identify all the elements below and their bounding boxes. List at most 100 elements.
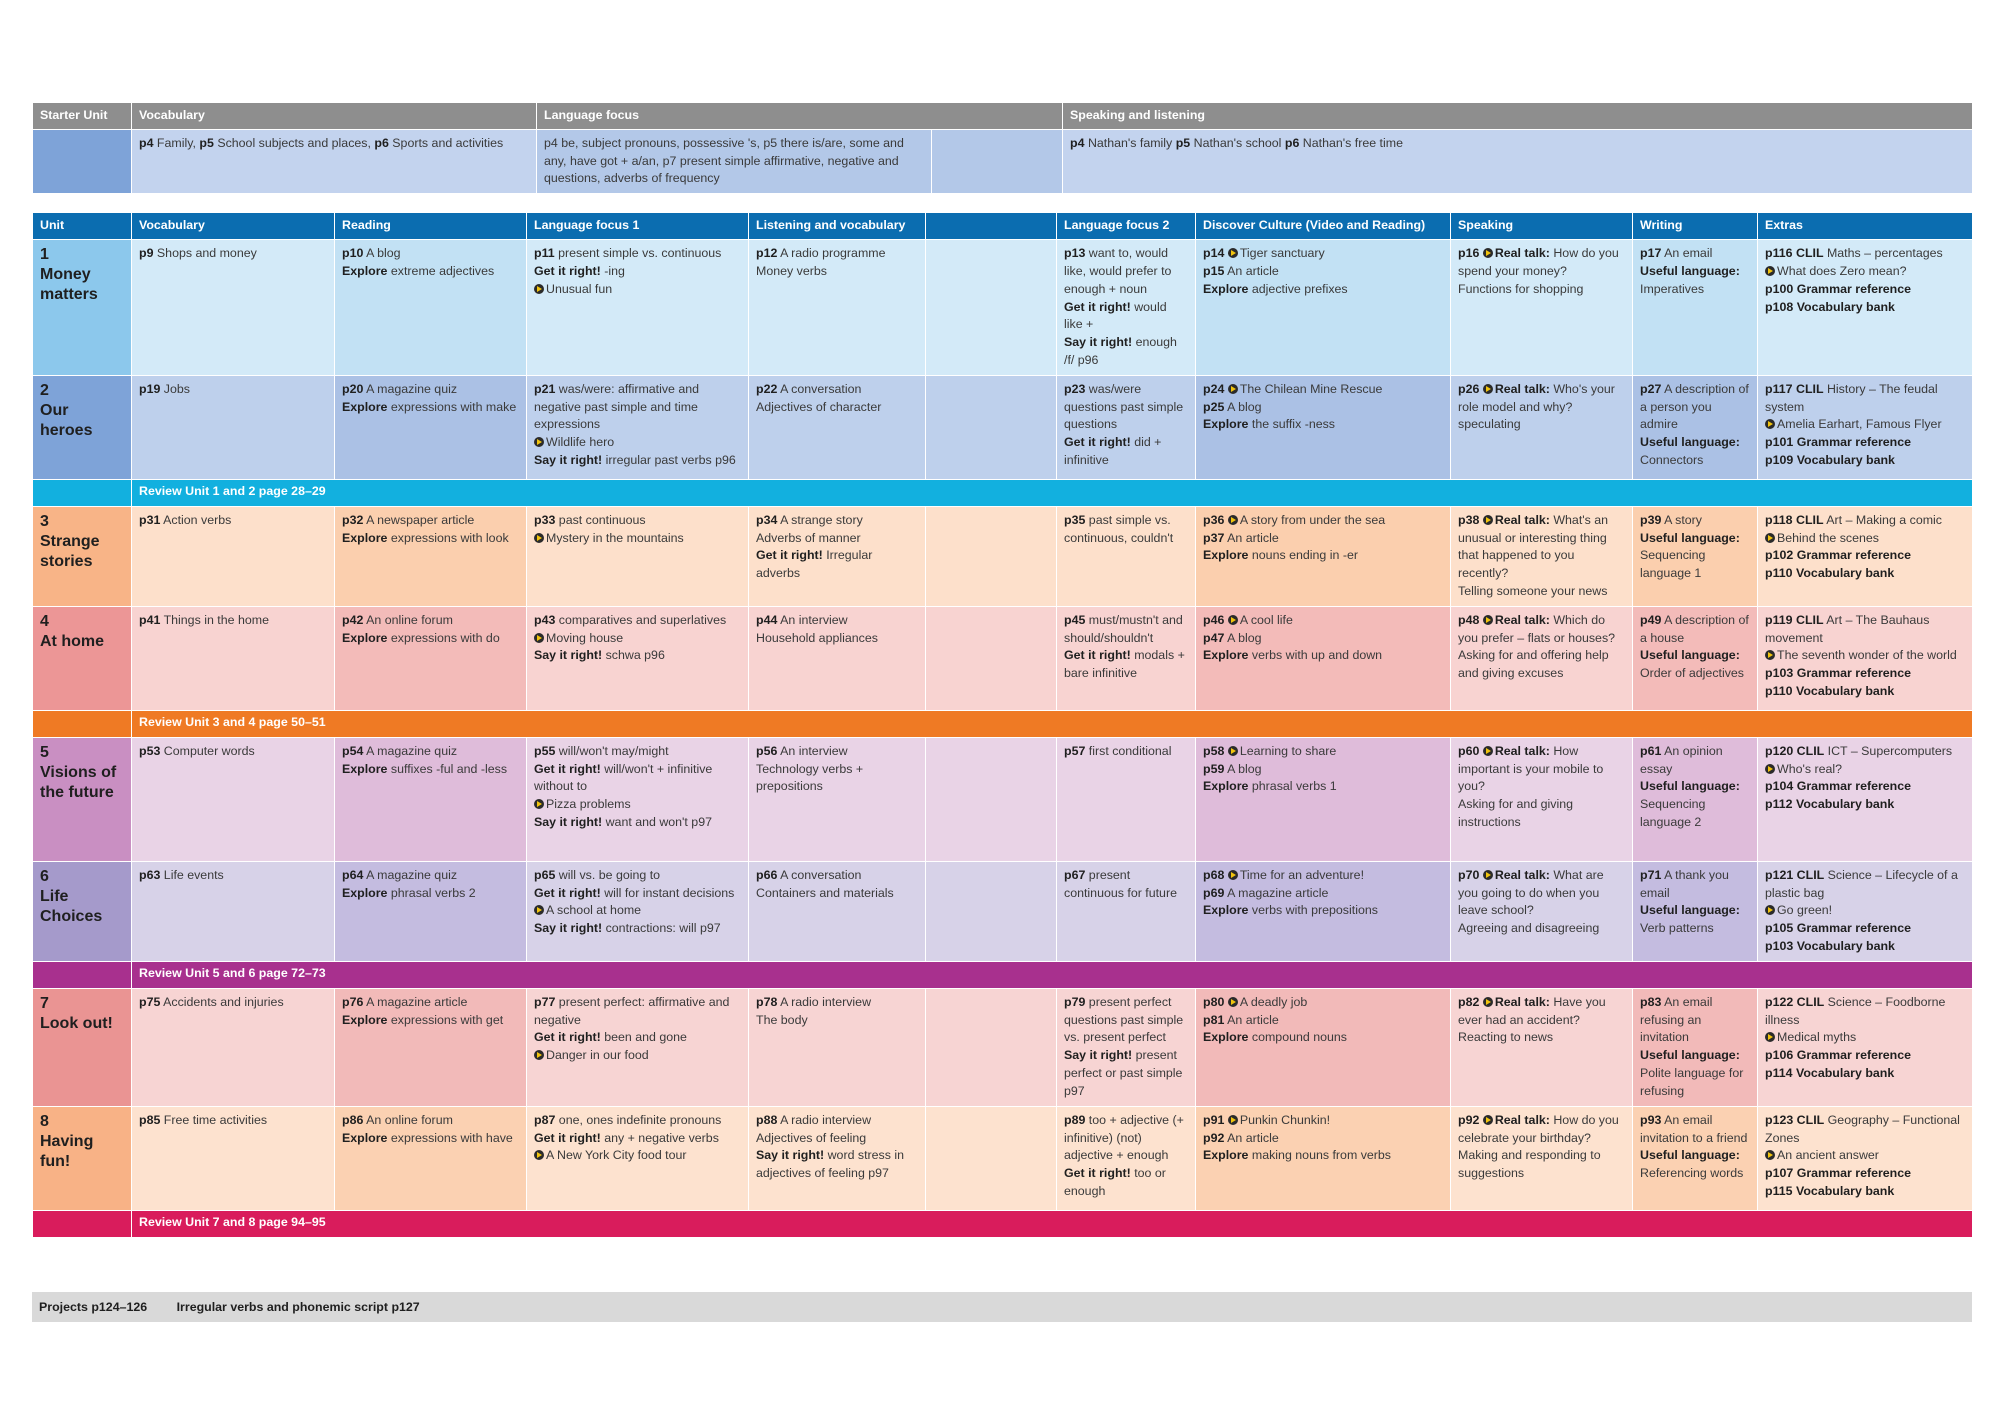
- review-spacer: [32, 478, 132, 507]
- cell-line: p22 A conversation: [756, 381, 862, 396]
- starter-language-cell: p4 be, subject pronouns, possessive 's, …: [536, 128, 932, 195]
- unit-row: 7 Look out! p75 Accidents and injuries p76 …: [32, 987, 1973, 1107]
- cell-writing: p93 An email invitation to a friend Usefu…: [1632, 1105, 1758, 1211]
- cell-reading: p86 An online forum Explore expressions w…: [334, 1105, 527, 1211]
- cell-listening: p22 A conversation Adjectives of characte…: [748, 374, 926, 480]
- cell-lf1: p55 will/won't may/might Get it right! wi…: [526, 736, 749, 862]
- cell-writing: p49 A description of a house Useful langu…: [1632, 605, 1758, 711]
- cell-line: Money verbs: [756, 263, 827, 278]
- video-icon: [1482, 996, 1493, 1007]
- column-header: Writing: [1632, 212, 1758, 241]
- cell-line: p38 Real talk: What's an unusual or inte…: [1458, 512, 1609, 581]
- cell-line: p107 Grammar reference: [1765, 1166, 1912, 1181]
- cell-line: p88 A radio interview: [756, 1112, 872, 1127]
- column-header: Speaking: [1450, 212, 1633, 241]
- cell-line: p47 A blog: [1203, 630, 1262, 645]
- video-icon: [1227, 869, 1238, 880]
- starter-blank-cell: [930, 128, 1064, 195]
- review-spacer: [32, 1209, 132, 1238]
- cell-line: p45 must/mustn't and should/shouldn't: [1064, 612, 1183, 645]
- video-icon: [534, 283, 544, 294]
- cell-line: An ancient answer: [1765, 1147, 1965, 1165]
- cell-lf1: p65 will vs. be going to Get it right! wi…: [526, 860, 749, 962]
- cell-blank: [925, 239, 1057, 376]
- unit-row: 8 Having fun! p85 Free time activities p86 …: [32, 1105, 1973, 1211]
- unit-row: 3 Strange stories p31 Action verbs p32 A ne…: [32, 505, 1973, 607]
- cell-line: Explore expressions with do: [342, 630, 500, 645]
- unit-title: Having fun!: [40, 1132, 94, 1170]
- cell-lf1: p43 comparatives and superlatives Moving …: [526, 605, 749, 711]
- cell-line: Containers and materials: [756, 885, 894, 900]
- cell-line: Household appliances: [756, 630, 878, 645]
- cell-reading: p32 A newspaper article Explore expressio…: [334, 505, 527, 607]
- cell-line: p14 Tiger sanctuary: [1203, 246, 1325, 261]
- cell-line: p31 Action verbs: [139, 512, 232, 527]
- cell-line: Explore extreme adjectives: [342, 263, 495, 278]
- starter-unit-table: Starter Unit Vocabulary Language focus S…: [32, 102, 1974, 195]
- cell-line: p121 CLIL Science – Lifecycle of a plast…: [1765, 867, 1958, 900]
- cell-reading: p20 A magazine quiz Explore expressions w…: [334, 374, 527, 480]
- cell-line: p9 Shops and money: [139, 246, 257, 261]
- video-icon: [534, 532, 544, 543]
- cell-line: Say it right! enough /f/ p96: [1064, 335, 1177, 367]
- cell-listening: p66 A conversation Containers and materia…: [748, 860, 926, 962]
- cell-line: Explore phrasal verbs 2: [342, 885, 476, 900]
- cell-line: Making and responding to suggestions: [1458, 1148, 1601, 1181]
- video-icon: [1765, 265, 1775, 276]
- cell-line: p103 Vocabulary bank: [1765, 938, 1895, 953]
- cell-line: Pizza problems: [534, 796, 741, 814]
- cell-listening: p12 A radio programme Money verbs: [748, 239, 926, 376]
- unit-number: 2: [40, 381, 49, 399]
- cell-line: Agreeing and disagreeing: [1458, 921, 1600, 936]
- unit-number: 3: [40, 512, 49, 530]
- unit-title: Our heroes: [40, 401, 93, 439]
- cell-culture: p14 Tiger sanctuary p15 An article Explore…: [1195, 239, 1451, 376]
- cell-line: p91 Punkin Chunkin!: [1203, 1112, 1331, 1127]
- cell-line: p48 Real talk: Which do you prefer – fla…: [1458, 612, 1616, 645]
- cell-blank: [925, 374, 1057, 480]
- video-icon: [534, 905, 544, 916]
- cell-line: Explore adjective prefixes: [1203, 281, 1348, 296]
- cell-line: p68 Time for an adventure!: [1203, 867, 1365, 882]
- cell-line: p19 Jobs: [139, 381, 190, 396]
- cell-line: p27 A description of a person you admire: [1640, 381, 1749, 432]
- cell-line: Who's real?: [1765, 761, 1965, 779]
- unit-number: 7: [40, 994, 49, 1012]
- video-icon: [1482, 745, 1493, 756]
- video-icon: [1227, 248, 1238, 259]
- cell-line: What does Zero mean?: [1765, 263, 1965, 281]
- cell-line: Get it right! will for instant decisions: [534, 885, 735, 900]
- cell-line: p41 Things in the home: [139, 612, 269, 627]
- cell-line: p120 CLIL ICT – Supercomputers: [1765, 743, 1953, 758]
- column-header: Language focus 1: [526, 212, 749, 241]
- cell-line: Get it right! been and gone: [534, 1030, 687, 1045]
- cell-line: Get it right! Irregular adverbs: [756, 548, 873, 581]
- cell-line: Explore verbs with prepositions: [1203, 903, 1378, 918]
- cell-writing: p71 A thank you email Useful language: Ve…: [1632, 860, 1758, 962]
- cell-line: Say it right! contractions: will p97: [534, 921, 721, 936]
- unit-number: 6: [40, 867, 49, 885]
- cell-line: Behind the scenes: [1765, 530, 1965, 548]
- cell-line: p118 CLIL Art – Making a comic: [1765, 512, 1942, 527]
- cell-line: Functions for shopping: [1458, 281, 1584, 296]
- video-icon: [534, 1050, 544, 1061]
- cell-line: p61 An opinion essay: [1640, 743, 1723, 776]
- unit-number: 5: [40, 743, 49, 761]
- cell-culture: p36 A story from under the sea p37 An art…: [1195, 505, 1451, 607]
- cell-line: Useful language: Connectors: [1640, 435, 1740, 467]
- video-icon: [1227, 383, 1238, 394]
- cell-writing: p39 A story Useful language: Sequencing l…: [1632, 505, 1758, 607]
- cell-line: Say it right! present perfect or past si…: [1064, 1048, 1183, 1098]
- cell-line: p86 An online forum: [342, 1112, 453, 1127]
- cell-blank: [925, 505, 1057, 607]
- cell-extras: p120 CLIL ICT – Supercomputers Who's real…: [1757, 736, 1973, 862]
- cell-line: p104 Grammar reference: [1765, 779, 1912, 794]
- cell-lf1: p33 past continuous Mystery in the mounta…: [526, 505, 749, 607]
- review-row: Review Unit 5 and 6 page 72–73: [32, 960, 1973, 989]
- cell-culture: p46 A cool life p47 A blog Explore verbs w…: [1195, 605, 1451, 711]
- cell-line: Asking for and offering help and giving …: [1458, 648, 1609, 681]
- video-icon: [1227, 514, 1238, 525]
- cell-listening: p44 An interview Household appliances: [748, 605, 926, 711]
- cell-lf2: p45 must/mustn't and should/shouldn't Get…: [1056, 605, 1196, 711]
- cell-extras: p122 CLIL Science – Foodborne illness Med…: [1757, 987, 1973, 1107]
